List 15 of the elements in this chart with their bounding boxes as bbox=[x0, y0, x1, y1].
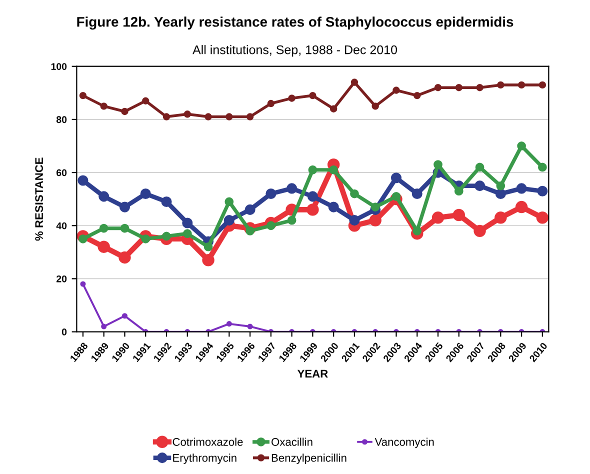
legend-label: Oxacillin bbox=[272, 438, 312, 446]
y-tick-label: 60 bbox=[56, 169, 67, 176]
legend-label: Vancomycin bbox=[374, 438, 434, 448]
y-axis-title: % RESISTANCE bbox=[35, 158, 44, 241]
legend-label: Erythromycin bbox=[173, 454, 236, 464]
y-tick-label: 20 bbox=[56, 275, 67, 282]
chart-subtitle: All institutions, Sep, 1988 - Dec 2010 bbox=[192, 45, 398, 57]
y-tick-label: 100 bbox=[51, 63, 67, 70]
y-tick-label: 40 bbox=[56, 222, 67, 230]
legend-label: Benzylpenicillin bbox=[272, 454, 346, 464]
y-tick-label: 0 bbox=[62, 328, 67, 336]
x-axis-title: YEAR bbox=[297, 370, 328, 378]
y-tick-label: 80 bbox=[56, 116, 67, 124]
legend-label: Cotrimoxazole bbox=[172, 438, 243, 446]
chart-title: Figure 12b. Yearly resistance rates of Staphylococcus epidermidis bbox=[77, 16, 514, 30]
